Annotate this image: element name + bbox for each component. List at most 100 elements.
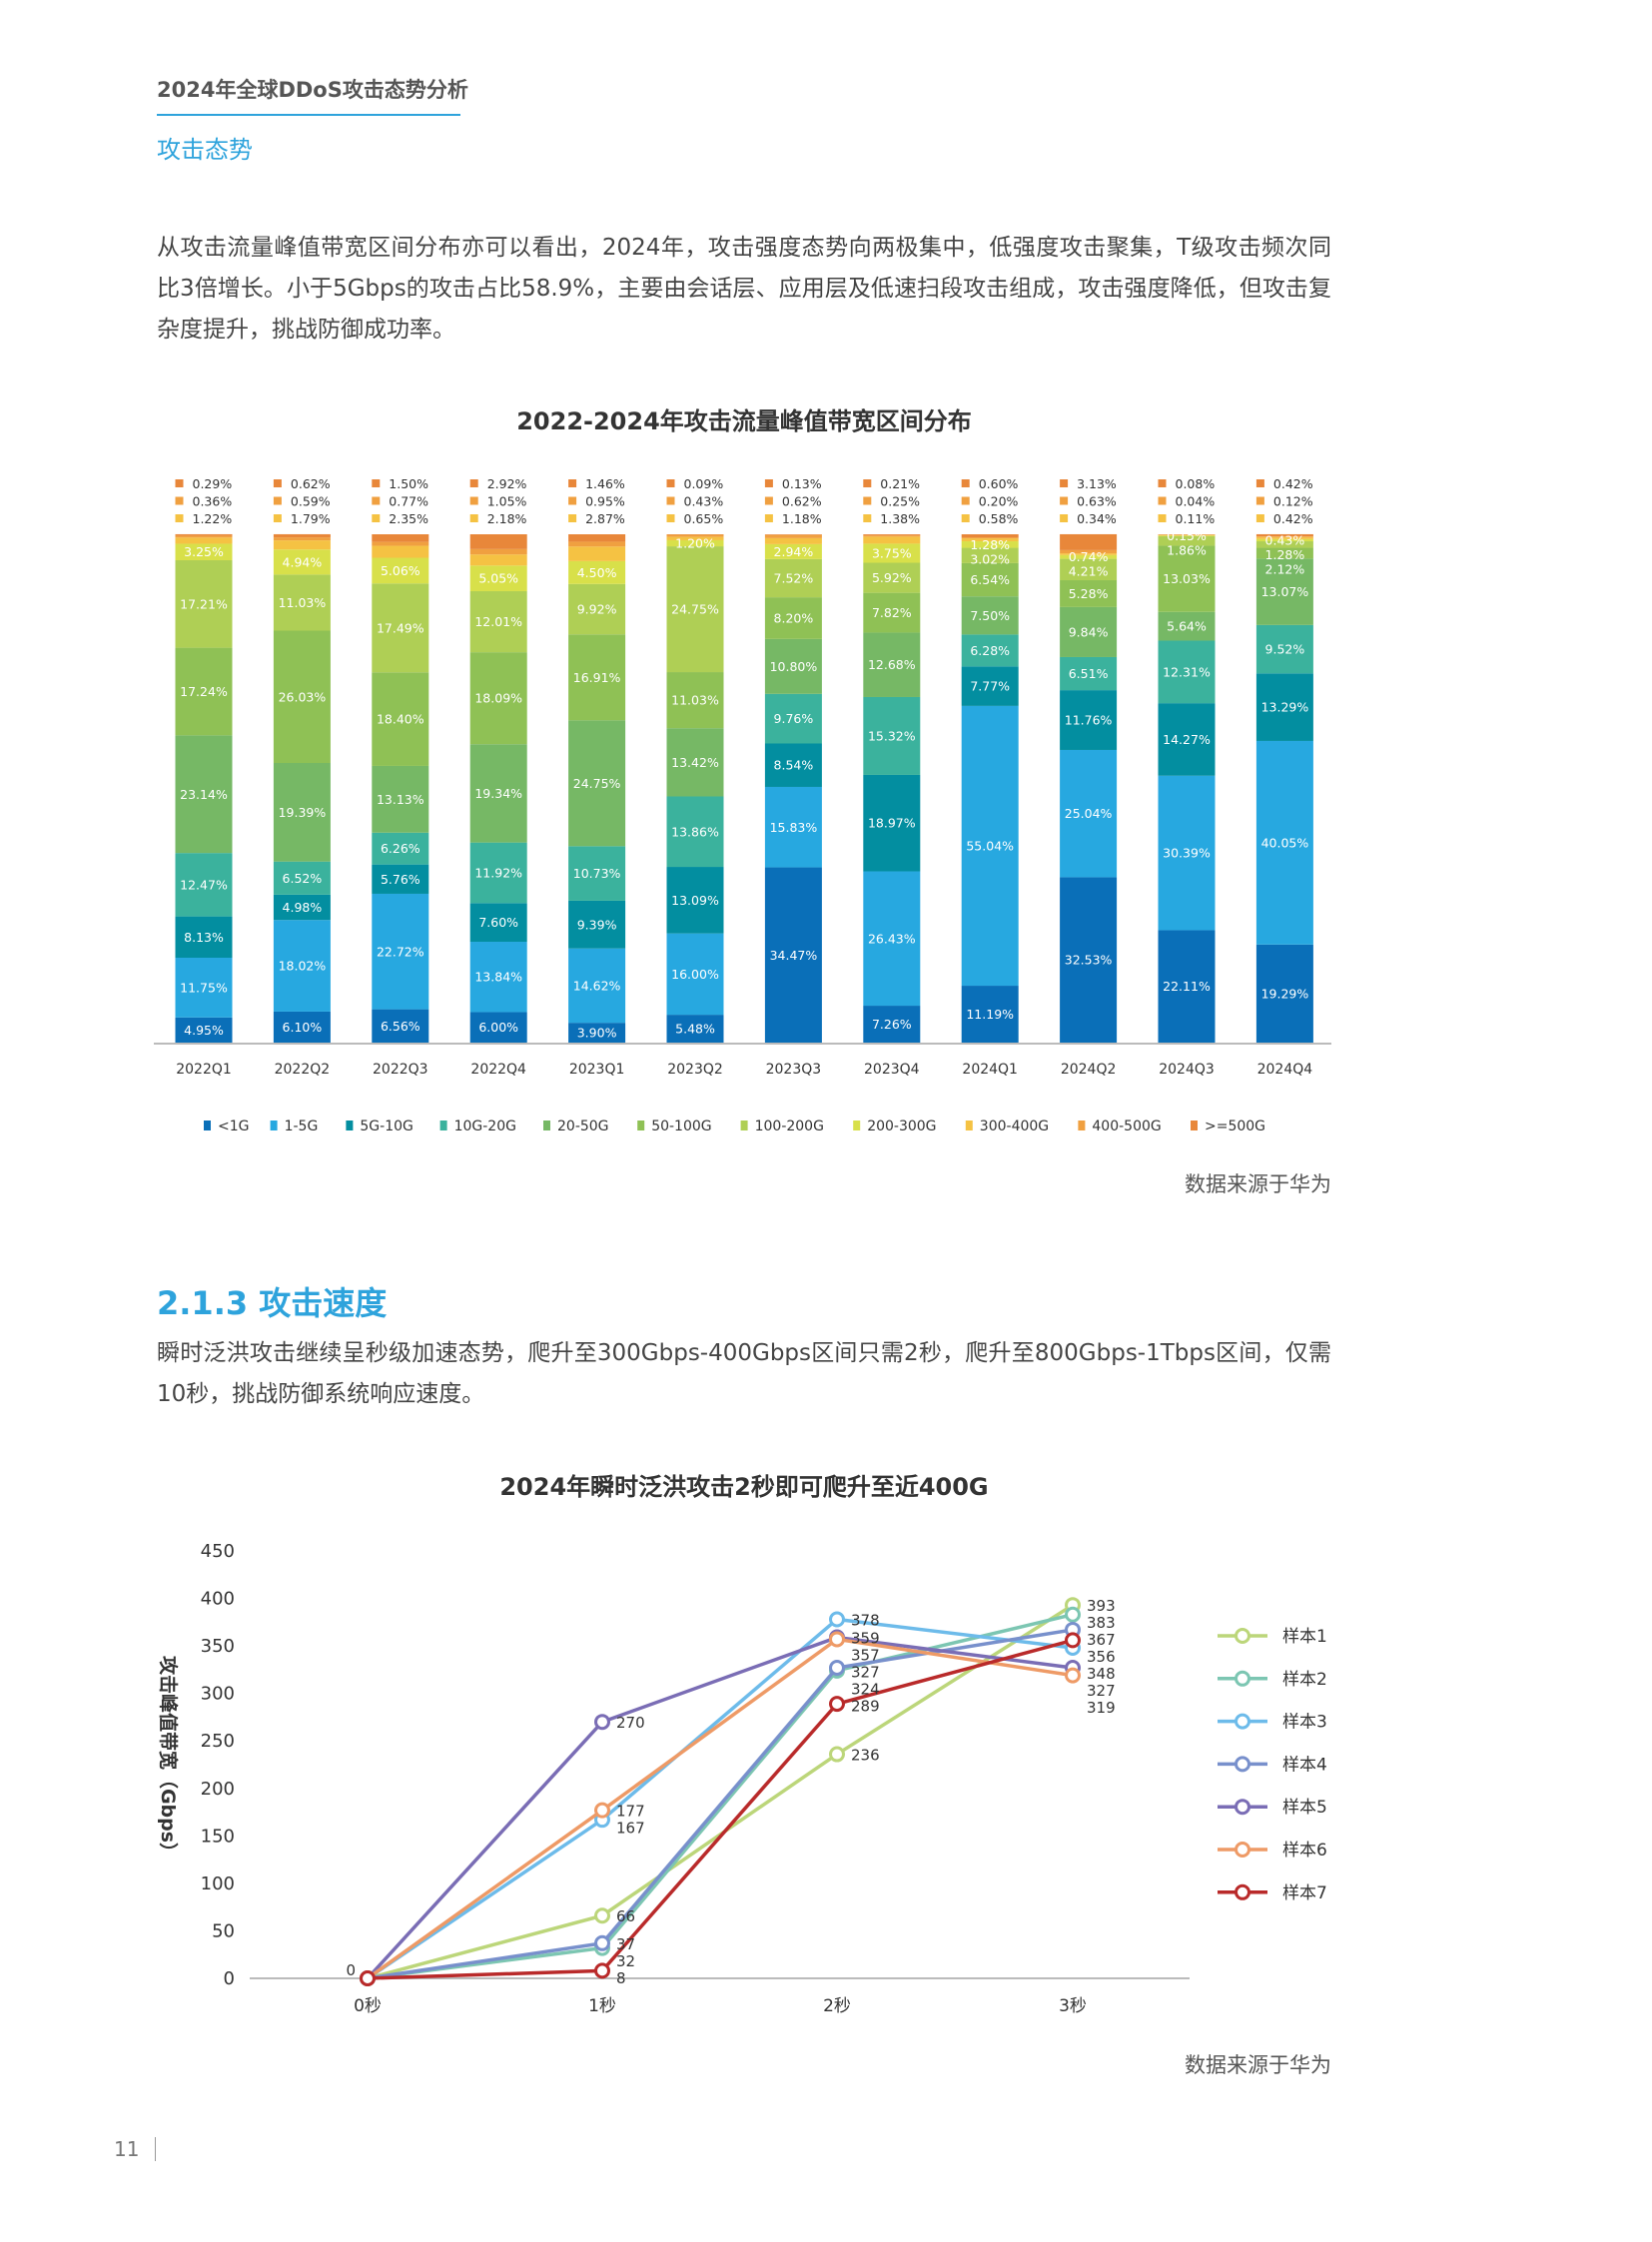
- bar-top-data-label: 0.59%: [291, 494, 331, 509]
- bar-data-label: 11.76%: [1065, 713, 1113, 728]
- bar-data-label: 10.73%: [573, 866, 621, 881]
- data-point: [829, 1611, 845, 1628]
- bar-data-label: 4.21%: [1069, 564, 1109, 579]
- bar-segment: [961, 541, 1019, 548]
- data-label: 66: [616, 1907, 635, 1925]
- x-tick-label: 2023Q4: [864, 1062, 920, 1078]
- bar-segment: [863, 534, 921, 536]
- data-point: [829, 1746, 845, 1763]
- document-title: 2024年全球DDoS攻击态势分析: [157, 78, 468, 102]
- bar-segment: [863, 774, 921, 872]
- bar-top-data-label: 2.35%: [389, 511, 428, 526]
- legend-swatch: [853, 1121, 861, 1130]
- bar-data-label: 19.34%: [474, 786, 522, 801]
- data-label: 378: [851, 1611, 880, 1629]
- data-label: 383: [1087, 1614, 1116, 1632]
- bar-segment: [666, 536, 724, 540]
- bar-data-label: 30.39%: [1163, 846, 1211, 861]
- bar-segment: [469, 1012, 527, 1043]
- data-point: [594, 1907, 610, 1924]
- bar-segment: [1060, 606, 1118, 657]
- bar-data-label: 13.13%: [377, 792, 424, 807]
- bar-data-label: 1.28%: [970, 537, 1010, 552]
- bar-segment: [961, 562, 1019, 597]
- bar-segment: [1255, 944, 1313, 1043]
- bar-data-label: 18.97%: [868, 816, 916, 831]
- y-tick-label: 150: [201, 1826, 235, 1847]
- bar-segment: [961, 537, 1019, 539]
- bar-segment: [273, 1011, 331, 1043]
- bar-data-label: 6.00%: [478, 1020, 518, 1035]
- bar-segment: [1060, 580, 1118, 607]
- bar-data-label: 7.50%: [970, 608, 1010, 623]
- bar-segment: [1060, 877, 1118, 1043]
- bar-data-label: 6.26%: [381, 841, 420, 856]
- legend-swatch-small: [568, 479, 577, 487]
- bar-segment: [372, 864, 429, 894]
- legend-label: 样本4: [1282, 1755, 1327, 1775]
- speed-paragraph: 瞬时泛洪攻击继续呈秒级加速态势，爬升至300Gbps-400Gbps区间只需2秒…: [157, 1340, 1331, 1407]
- bar-data-label: 6.10%: [283, 1020, 323, 1035]
- bar-segment: [1060, 533, 1118, 550]
- bar-data-label: 7.52%: [774, 570, 814, 585]
- bar-data-label: 13.29%: [1261, 700, 1309, 715]
- legend-label: 20-50G: [557, 1119, 609, 1134]
- legend-marker: [1235, 1756, 1250, 1773]
- bar-segment: [1060, 690, 1118, 750]
- bar-segment: [372, 541, 429, 546]
- bar-data-label: 6.54%: [970, 572, 1010, 587]
- bar-data-label: 1.28%: [1265, 547, 1305, 562]
- bar-segment: [372, 1009, 429, 1043]
- bar-data-label: 6.52%: [283, 871, 323, 886]
- bar-data-label: 13.07%: [1261, 584, 1309, 599]
- bar-segment: [372, 893, 429, 1010]
- data-label: 167: [616, 1820, 645, 1838]
- legend-swatch: [543, 1121, 550, 1130]
- legend-label: 50-100G: [651, 1119, 711, 1134]
- bar-segment: [666, 534, 724, 537]
- bar-data-label: 11.03%: [279, 595, 327, 610]
- bar-data-label: 11.03%: [671, 693, 719, 708]
- bar-segment: [1060, 749, 1118, 878]
- bar-data-label: 25.04%: [1065, 806, 1113, 821]
- bar-segment: [764, 597, 822, 639]
- data-label: 319: [1087, 1699, 1116, 1717]
- x-tick-label: 2024Q3: [1159, 1062, 1215, 1078]
- bar-data-label: 32.53%: [1065, 953, 1113, 968]
- bar-segment: [1255, 547, 1313, 559]
- bar-data-label: 18.02%: [279, 959, 327, 974]
- bar-top-data-label: 1.22%: [193, 511, 233, 526]
- bar-segment: [175, 957, 233, 1018]
- bar-segment: [1060, 553, 1118, 555]
- bar-top-data-label: 0.77%: [389, 494, 428, 509]
- legend-swatch-small: [863, 514, 872, 522]
- y-tick-label: 100: [201, 1873, 235, 1894]
- legend-label: 样本1: [1282, 1627, 1327, 1647]
- bar-top-data-label: 2.87%: [585, 511, 625, 526]
- bar-top-data-label: 1.38%: [880, 511, 920, 526]
- bar-segment: [1158, 930, 1216, 1043]
- y-tick-label: 400: [201, 1589, 235, 1610]
- legend-swatch: [1078, 1121, 1086, 1130]
- bar-segment: [666, 796, 724, 868]
- bar-top-data-label: 0.58%: [979, 511, 1019, 526]
- bar-data-label: 3.75%: [872, 545, 912, 560]
- bar-top-data-label: 0.08%: [1176, 476, 1216, 491]
- bar-segment: [568, 720, 626, 847]
- bar-segment: [961, 596, 1019, 635]
- bar-segment: [175, 916, 233, 958]
- bar-segment: [764, 534, 822, 535]
- legend-label: 样本7: [1282, 1883, 1327, 1903]
- bar-segment: [863, 543, 921, 563]
- legend-swatch-small: [666, 514, 675, 522]
- bar-top-data-label: 0.34%: [1077, 511, 1117, 526]
- data-point: [829, 1631, 845, 1648]
- bar-top-data-label: 0.65%: [684, 511, 724, 526]
- x-tick-label: 1秒: [588, 1996, 616, 2016]
- bar-segment: [666, 1015, 724, 1043]
- bar-segment: [469, 842, 527, 904]
- legend-swatch-small: [568, 496, 577, 505]
- legend-swatch-small: [1158, 479, 1167, 487]
- bar-data-label: 6.51%: [1069, 666, 1109, 681]
- data-point: [594, 1802, 610, 1819]
